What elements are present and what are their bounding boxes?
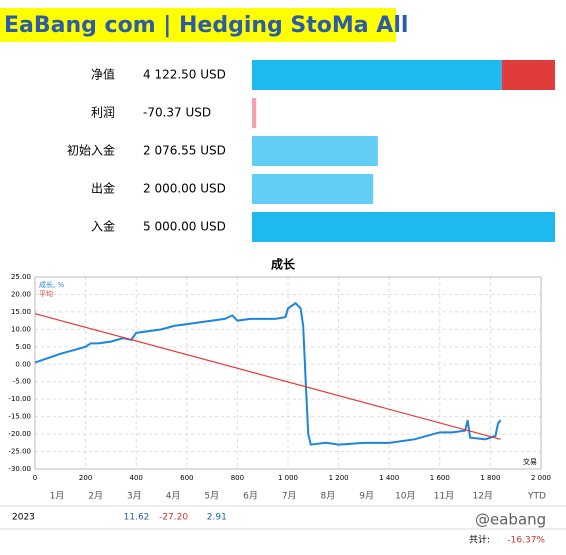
x-tick-label: 1 000 — [278, 474, 298, 482]
row-label: 初始入金 — [67, 143, 115, 158]
plot-frame — [34, 276, 542, 470]
y-tick-label: -30.00 — [8, 465, 31, 473]
x-tick-label: 2 000 — [531, 474, 551, 482]
month-header: 7月 — [282, 491, 297, 502]
month-header: 6月 — [243, 491, 258, 502]
bar — [252, 212, 555, 242]
month-header: 10月 — [395, 491, 415, 502]
row-label: 入金 — [91, 219, 115, 234]
series-line — [34, 301, 502, 446]
y-tick-label: 20.00 — [11, 290, 31, 298]
legend-entry: 成长, % — [39, 280, 64, 289]
bar — [252, 136, 378, 166]
y-tick-label: -10.00 — [8, 395, 31, 403]
month-header: 9月 — [359, 491, 374, 502]
y-tick-label: 10.00 — [11, 325, 31, 333]
y-tick-label: -20.00 — [8, 430, 31, 438]
y-tick-label: 5.00 — [15, 343, 31, 351]
y-tick-label: -15.00 — [8, 413, 31, 421]
bar — [252, 60, 502, 90]
bar-remainder — [501, 60, 555, 90]
ytd-header: YTD — [527, 492, 546, 502]
y-tick-label: 15.00 — [11, 308, 31, 316]
month-header: 5月 — [204, 491, 219, 502]
y-tick-label: 0.00 — [15, 360, 31, 368]
x-tick-label: 0 — [33, 474, 37, 482]
total-value: -16.37% — [507, 536, 545, 546]
y-tick-label: -25.00 — [8, 448, 31, 456]
x-tick-label: 800 — [231, 474, 244, 482]
series-line — [34, 313, 501, 440]
bar — [252, 174, 374, 204]
month-value: -27.20 — [159, 513, 188, 523]
x-tick-label: 400 — [130, 474, 143, 482]
y-tick-label: 25.00 — [11, 273, 31, 281]
row-value: 5 000.00 USD — [143, 220, 226, 234]
watermark: @eabang — [475, 511, 546, 529]
month-header: 8月 — [321, 491, 336, 502]
row-value: -70.37 USD — [143, 106, 211, 120]
month-value: 2.91 — [207, 513, 227, 523]
month-header: 1月 — [50, 491, 65, 502]
row-label: 净值 — [91, 67, 115, 82]
title-bg — [0, 8, 396, 42]
legend-entry: 平均 — [39, 289, 53, 298]
x-tick-label: 1 400 — [379, 474, 399, 482]
x-tick-label: 1 800 — [480, 474, 500, 482]
row-value: 2 000.00 USD — [143, 182, 226, 196]
month-header: 11月 — [434, 491, 454, 502]
row-label: 出金 — [91, 181, 115, 196]
x-axis-label: 交易 — [523, 457, 537, 466]
month-header: 2月 — [88, 491, 103, 502]
month-header: 3月 — [127, 491, 142, 502]
row-label: 利润 — [91, 106, 115, 120]
year-label: 2023 — [12, 513, 35, 523]
month-value: 11.62 — [124, 513, 150, 523]
row-value: 2 076.55 USD — [143, 144, 226, 158]
month-header: 12月 — [472, 491, 492, 502]
x-tick-label: 1 600 — [430, 474, 450, 482]
row-value: 4 122.50 USD — [143, 68, 226, 82]
x-tick-label: 600 — [180, 474, 193, 482]
bar — [252, 98, 257, 128]
x-tick-label: 1 200 — [329, 474, 349, 482]
chart-title: 成长 — [271, 257, 296, 272]
x-tick-label: 200 — [79, 474, 92, 482]
y-tick-label: -5.00 — [13, 378, 31, 386]
total-label: 共计: — [469, 534, 490, 546]
page-title: EaBang com | Hedging StoMa All — [4, 13, 408, 38]
month-header: 4月 — [166, 491, 181, 502]
